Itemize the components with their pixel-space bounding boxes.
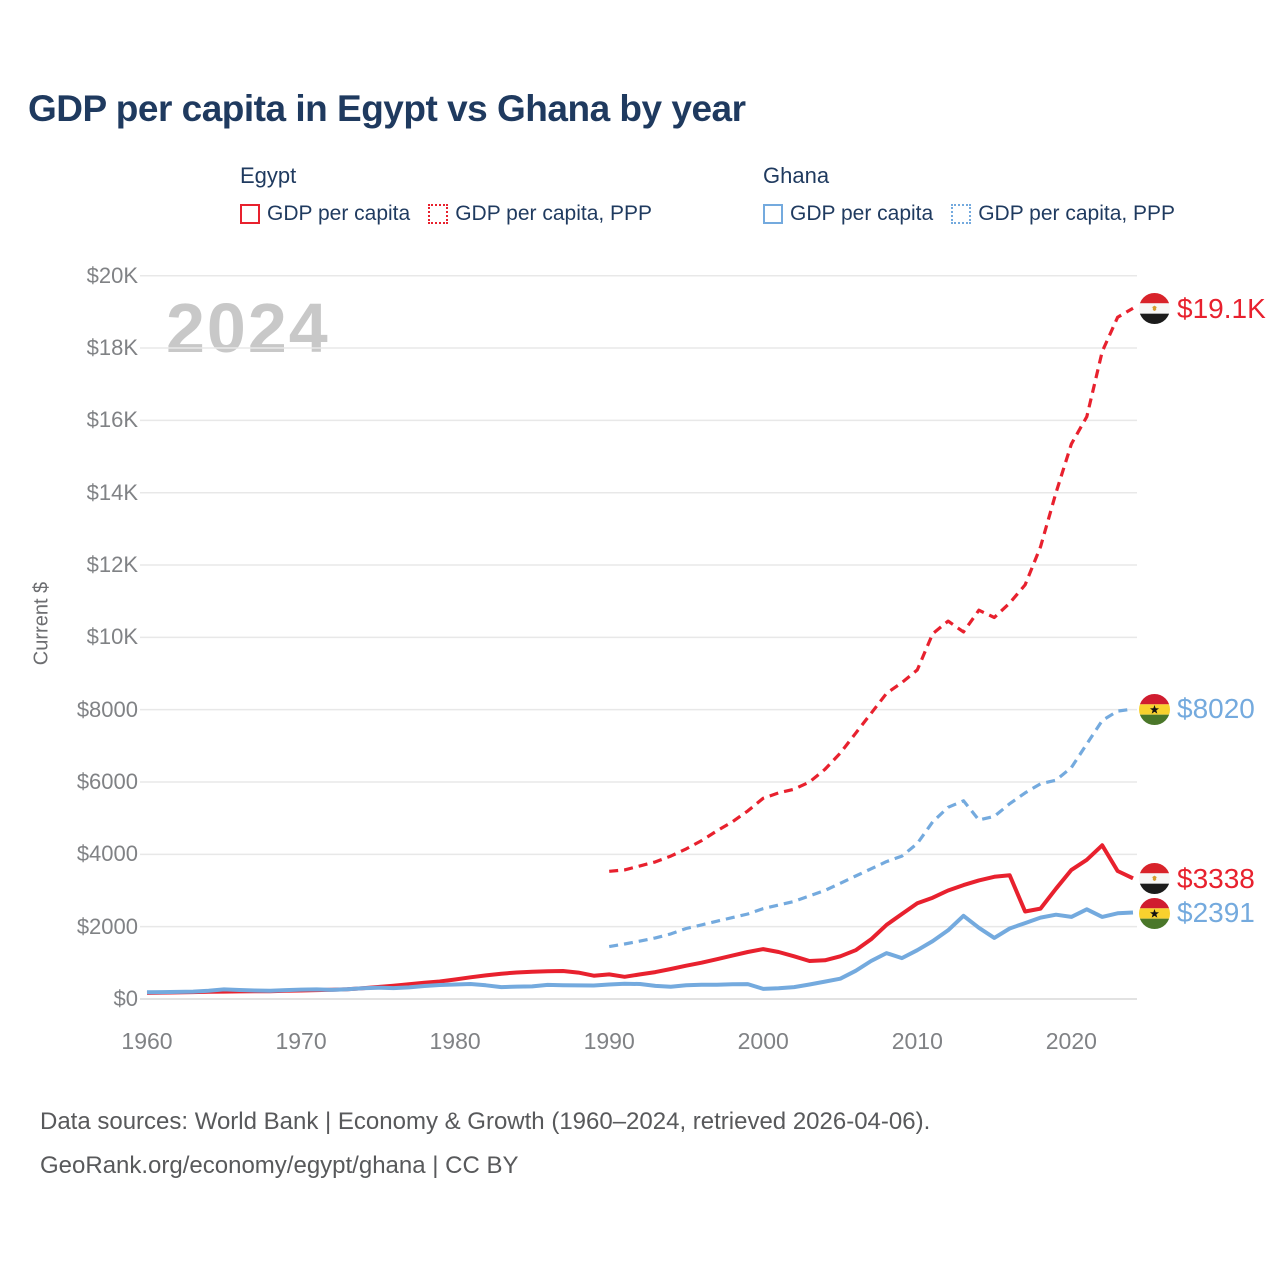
legend-group-egypt: Egypt GDP per capita GDP per capita, PPP bbox=[240, 163, 652, 226]
x-tick-label: 2010 bbox=[891, 1028, 943, 1054]
series-lines bbox=[146, 306, 1134, 995]
end-label-egypt-gdp: $3338 bbox=[1139, 863, 1255, 895]
y-tick-label: $6000 bbox=[76, 769, 138, 794]
legend-item-egypt-ppp[interactable]: GDP per capita, PPP bbox=[428, 202, 652, 226]
ghana-flag-icon bbox=[1139, 693, 1170, 725]
footer-sources: Data sources: World Bank | Economy & Gro… bbox=[40, 1108, 931, 1135]
series-line-2 bbox=[146, 907, 1134, 995]
y-tick-label: $16K bbox=[86, 407, 138, 433]
legend-label-ghana: Ghana bbox=[763, 163, 830, 188]
footer-attribution: GeoRank.org/economy/egypt/ghana | CC BY bbox=[40, 1152, 519, 1179]
y-tick-label: $0 bbox=[113, 986, 138, 1011]
x-tick-label: 1970 bbox=[275, 1028, 327, 1054]
x-tick-label: 1980 bbox=[429, 1028, 481, 1054]
egypt-flag-icon bbox=[1139, 863, 1170, 895]
egypt-flag-icon bbox=[1139, 293, 1170, 325]
end-label-value: $3338 bbox=[1177, 862, 1255, 894]
x-tick-label: 2020 bbox=[1045, 1028, 1097, 1054]
end-label-ghana-ppp: $8020 bbox=[1139, 693, 1255, 725]
end-label-value: $19.1K bbox=[1177, 292, 1266, 324]
y-tick-label: $4000 bbox=[76, 841, 138, 867]
x-tick-label: 1960 bbox=[121, 1028, 173, 1054]
y-tick-label: $2000 bbox=[76, 913, 138, 939]
egypt-solid-swatch-icon bbox=[240, 204, 260, 224]
end-label-egypt-ppp: $19.1K bbox=[1139, 293, 1266, 325]
egypt-dotted-swatch-icon bbox=[428, 204, 449, 224]
legend-row-egypt: GDP per capita GDP per capita, PPP bbox=[240, 202, 652, 226]
legend-item-label: GDP per capita, PPP bbox=[455, 202, 653, 225]
end-label-ghana-gdp: $2391 bbox=[1139, 897, 1255, 929]
series-line-3 bbox=[608, 707, 1134, 949]
y-tick-label: $20K bbox=[86, 262, 138, 288]
legend-item-label: GDP per capita bbox=[790, 202, 934, 225]
legend-item-label: GDP per capita bbox=[267, 202, 411, 225]
gridlines bbox=[140, 274, 1137, 1000]
ghana-solid-swatch-icon bbox=[763, 204, 783, 224]
ghana-dotted-swatch-icon bbox=[951, 204, 972, 224]
legend-label-egypt: Egypt bbox=[240, 163, 297, 188]
page-title: GDP per capita in Egypt vs Ghana by year bbox=[28, 88, 746, 129]
y-tick-label: $10K bbox=[86, 624, 138, 650]
series-line-0 bbox=[146, 843, 1134, 995]
series-line-1 bbox=[609, 306, 1134, 873]
watermark-year: 2024 bbox=[166, 289, 330, 367]
x-tick-label: 1990 bbox=[583, 1028, 635, 1054]
y-tick-label: $18K bbox=[86, 335, 138, 361]
ghana-flag-icon bbox=[1139, 897, 1170, 929]
y-tick-label: $14K bbox=[86, 479, 138, 505]
y-tick-label: $8000 bbox=[76, 696, 138, 722]
legend-item-egypt-gdp[interactable]: GDP per capita bbox=[240, 202, 410, 226]
legend-group-ghana: Ghana GDP per capita GDP per capita, PPP bbox=[763, 163, 1175, 226]
legend-row-ghana: GDP per capita GDP per capita, PPP bbox=[763, 202, 1175, 226]
legend-item-ghana-ppp[interactable]: GDP per capita, PPP bbox=[951, 202, 1175, 226]
end-label-value: $8020 bbox=[1177, 693, 1255, 725]
legend-item-ghana-gdp[interactable]: GDP per capita bbox=[763, 202, 933, 226]
y-tick-label: $12K bbox=[86, 552, 138, 578]
end-label-value: $2391 bbox=[1177, 897, 1255, 929]
x-tick-label: 2000 bbox=[737, 1028, 789, 1054]
legend-item-label: GDP per capita, PPP bbox=[978, 202, 1176, 225]
